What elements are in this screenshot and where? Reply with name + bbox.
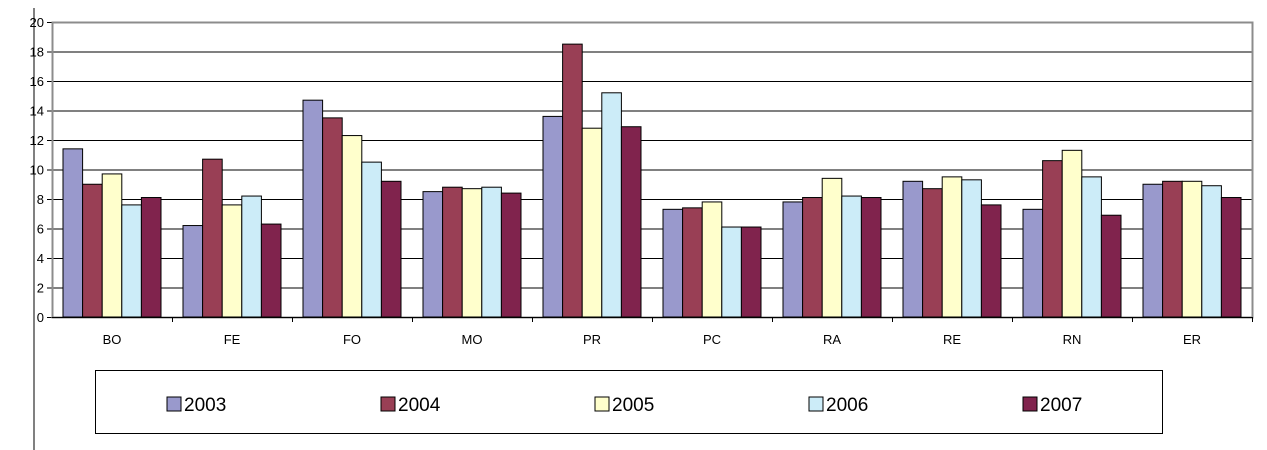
bar-mo-2007: [500, 192, 522, 318]
y-tick-label: 14: [30, 104, 44, 119]
bar-re-2006: [961, 179, 982, 318]
y-tick-label: 20: [30, 15, 44, 30]
bar-pc-2005: [701, 201, 723, 318]
bar-re-2007: [980, 204, 1002, 318]
bar-fo-2003: [302, 99, 324, 318]
legend-label-2006: 2006: [826, 395, 868, 416]
bar-rn-2006: [1081, 176, 1102, 318]
bar-bo-2006: [121, 204, 142, 318]
bar-fo-2006: [361, 161, 382, 318]
y-tick-label: 6: [37, 222, 44, 237]
y-tick-label: 2: [37, 281, 44, 296]
x-tick-label: RN: [1063, 332, 1082, 347]
bar-pr-2003: [542, 115, 564, 318]
bar-rn-2007: [1100, 214, 1122, 318]
bar-er-2005: [1181, 180, 1203, 318]
bar-fe-2007: [260, 223, 282, 318]
bar-re-2005: [941, 176, 963, 318]
bar-er-2006: [1201, 185, 1222, 318]
legend-label-2005: 2005: [612, 395, 654, 416]
bar-ra-2004: [802, 197, 823, 318]
x-tick-label: ER: [1183, 332, 1201, 347]
bar-pr-2006: [601, 92, 622, 318]
legend-label-2003: 2003: [184, 395, 226, 416]
bar-pr-2005: [581, 127, 603, 318]
bar-pc-2006: [721, 226, 742, 318]
bar-bo-2007: [140, 197, 162, 318]
bar-bo-2004: [82, 183, 103, 318]
bar-fe-2005: [221, 204, 243, 318]
bar-fo-2007: [380, 180, 402, 318]
bar-fe-2006: [241, 195, 262, 318]
y-tick-label: 10: [30, 163, 44, 178]
y-tick-label: 0: [37, 310, 44, 325]
legend-swatch-2006: [808, 396, 824, 412]
bar-bo-2005: [101, 173, 123, 318]
bar-mo-2005: [461, 188, 483, 318]
bar-ra-2006: [841, 195, 862, 318]
bar-ra-2007: [860, 197, 882, 318]
bar-rn-2004: [1042, 160, 1063, 318]
bar-re-2004: [922, 188, 943, 318]
bar-mo-2004: [442, 186, 463, 318]
legend-box: [95, 370, 1163, 434]
x-tick-label: RA: [823, 332, 841, 347]
y-tick-label: 4: [37, 251, 44, 266]
bar-mo-2006: [481, 186, 502, 318]
y-tick-label: 16: [30, 74, 44, 89]
x-tick-label: FE: [224, 332, 241, 347]
bar-pr-2007: [620, 126, 642, 318]
bar-fe-2004: [202, 158, 223, 318]
bar-pr-2004: [562, 43, 583, 318]
legend-swatch-2003: [166, 396, 182, 412]
x-tick-label: FO: [343, 332, 361, 347]
x-tick-label: RE: [943, 332, 961, 347]
bar-pc-2007: [740, 226, 762, 318]
bar-fe-2003: [182, 225, 204, 318]
bar-er-2004: [1162, 180, 1183, 318]
bar-rn-2003: [1022, 208, 1044, 318]
bar-fo-2004: [322, 117, 343, 318]
bar-re-2003: [902, 180, 924, 318]
y-tick-label: 12: [30, 133, 44, 148]
legend-swatch-2004: [380, 396, 396, 412]
x-tick-label: PR: [583, 332, 601, 347]
x-tick-label: PC: [703, 332, 721, 347]
bar-pc-2004: [682, 207, 703, 318]
x-tick-label: MO: [462, 332, 483, 347]
x-tick-label: BO: [103, 332, 122, 347]
bar-pc-2003: [662, 208, 684, 318]
bar-fo-2005: [341, 135, 363, 318]
y-tick-label: 8: [37, 192, 44, 207]
legend-swatch-2007: [1022, 396, 1038, 412]
bar-ra-2003: [782, 201, 804, 318]
bar-mo-2003: [422, 191, 444, 318]
legend-swatch-2005: [594, 396, 610, 412]
bar-rn-2005: [1061, 149, 1083, 318]
legend-label-2007: 2007: [1040, 395, 1082, 416]
bar-bo-2003: [62, 148, 84, 318]
bar-ra-2005: [821, 177, 843, 318]
y-tick-label: 18: [30, 45, 44, 60]
bar-er-2007: [1220, 197, 1242, 318]
legend-label-2004: 2004: [398, 395, 441, 416]
bar-er-2003: [1142, 183, 1164, 318]
